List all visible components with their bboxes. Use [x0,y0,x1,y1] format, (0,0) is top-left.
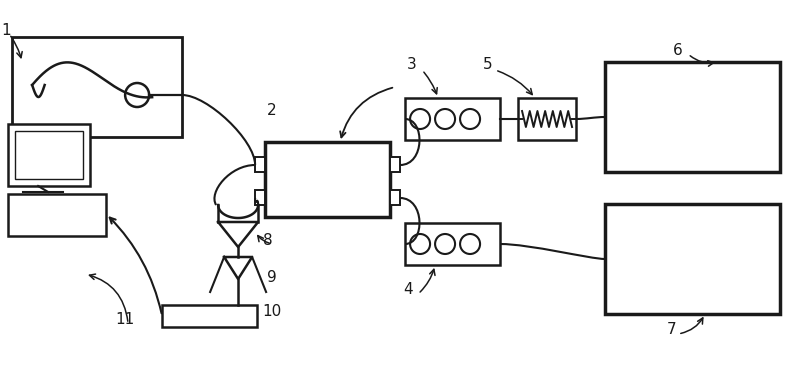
Bar [255,157,265,172]
Bar [8,194,106,236]
Text: 8: 8 [263,232,273,247]
Text: 1: 1 [2,22,11,38]
Text: 9: 9 [267,269,277,285]
Text: 10: 10 [262,305,282,320]
Polygon shape [224,257,252,279]
Bar [518,98,576,140]
Bar [8,124,90,186]
Bar [390,157,400,172]
Text: 5: 5 [483,57,493,71]
Text: 11: 11 [115,312,134,327]
Text: 4: 4 [403,282,413,298]
Bar [265,142,390,217]
Bar [255,190,265,205]
Bar [12,37,182,137]
Bar [405,98,500,140]
Bar [15,131,83,179]
Bar [405,223,500,265]
Bar [162,305,257,327]
Text: 7: 7 [667,323,677,337]
Text: 3: 3 [407,57,417,71]
Text: 6: 6 [673,42,683,58]
Bar [390,190,400,205]
Text: 2: 2 [267,103,277,118]
Bar [605,62,780,172]
Bar [605,204,780,314]
Polygon shape [218,222,258,247]
